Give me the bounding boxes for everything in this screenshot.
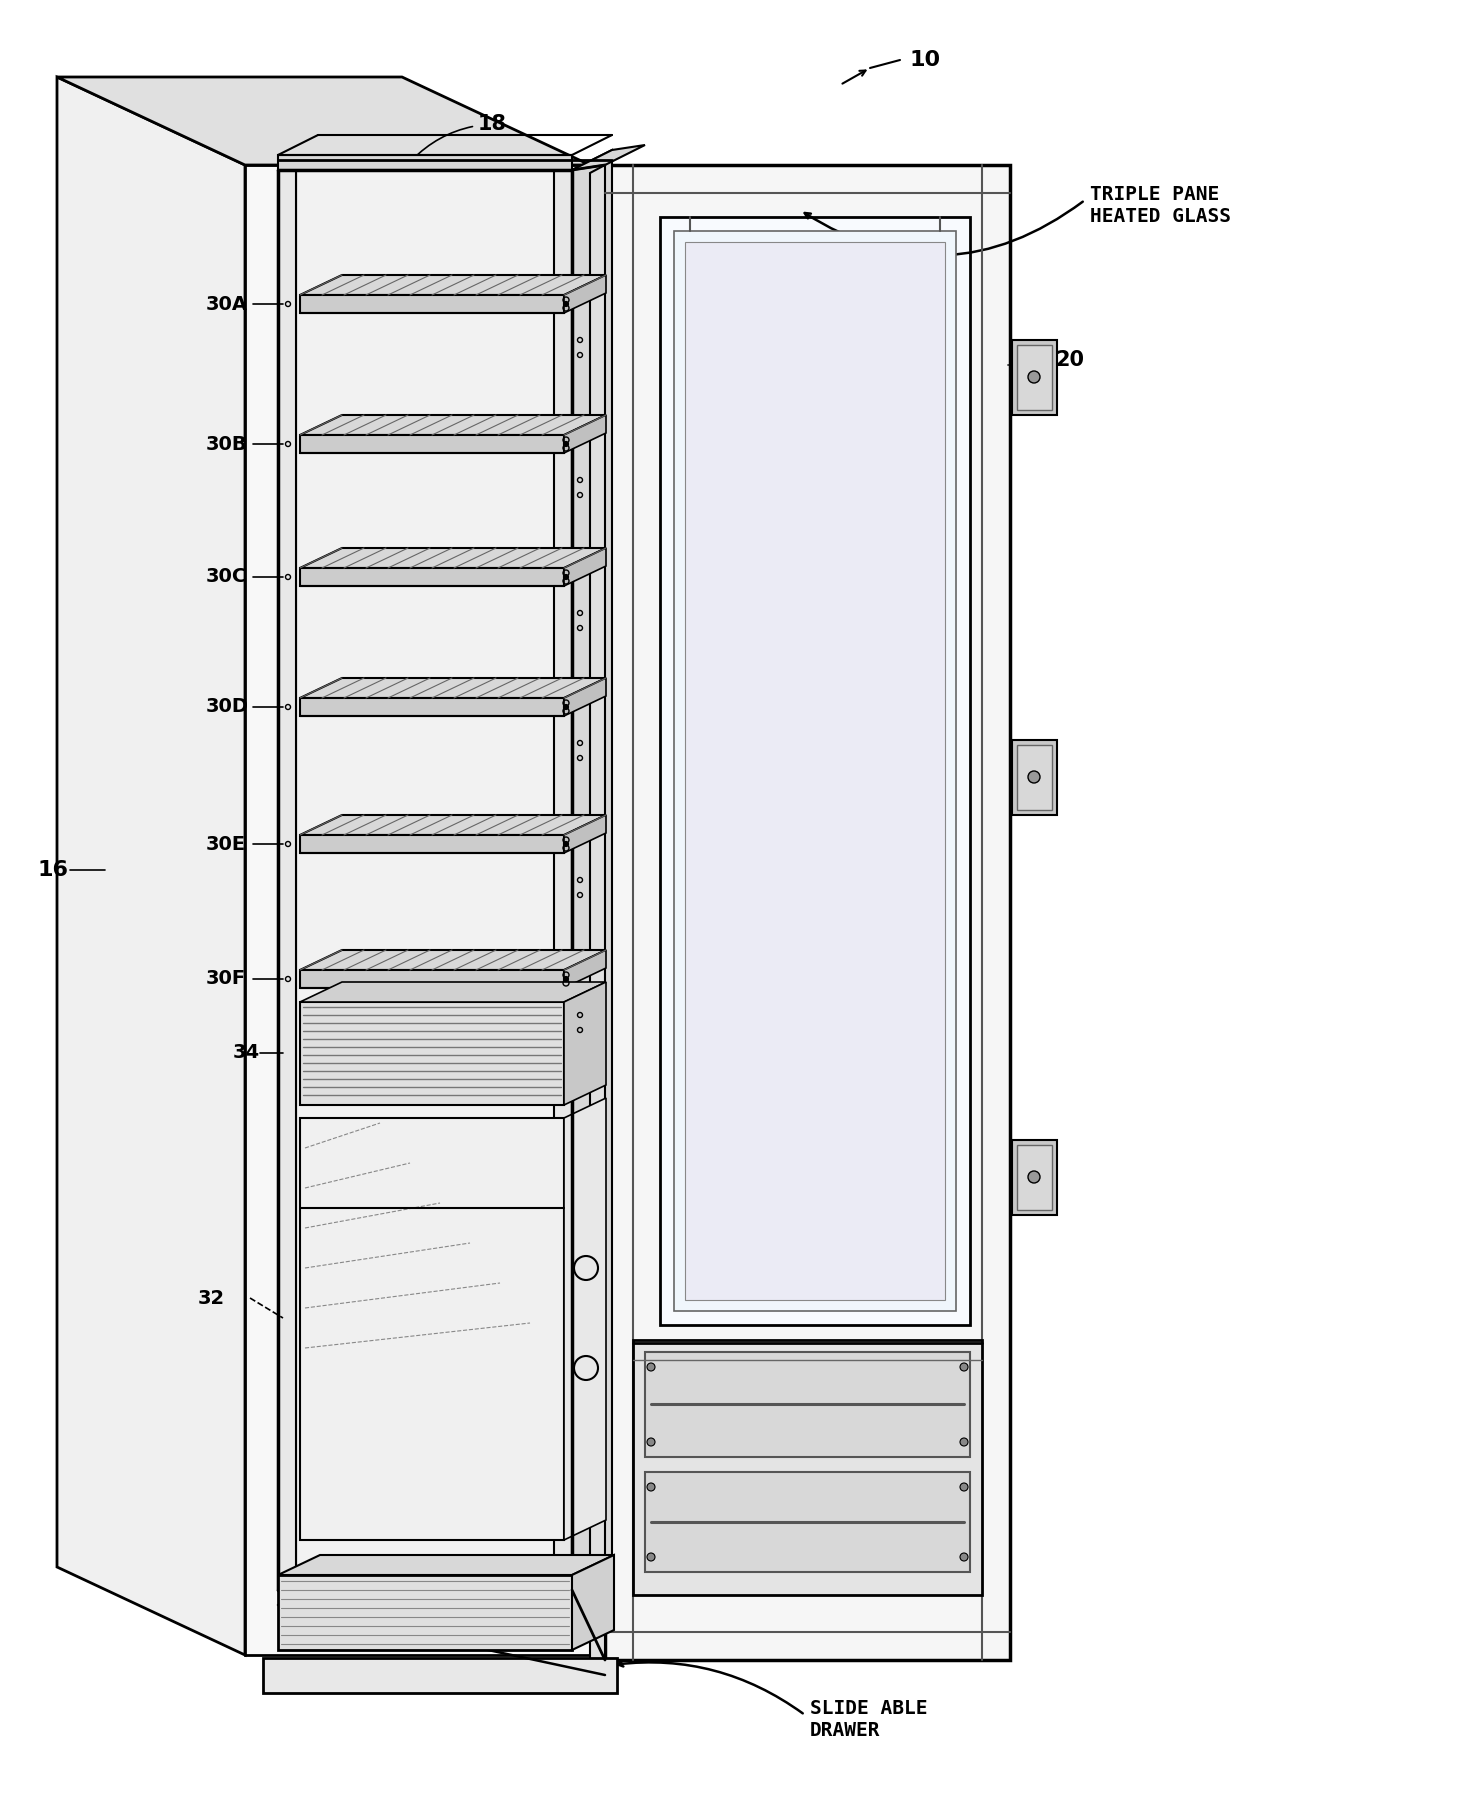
Circle shape (646, 1363, 655, 1371)
Polygon shape (58, 76, 246, 1655)
Circle shape (1028, 1171, 1040, 1184)
Text: 18: 18 (413, 114, 507, 160)
Circle shape (960, 1554, 967, 1561)
Polygon shape (605, 165, 1010, 1661)
Polygon shape (300, 698, 563, 716)
Polygon shape (300, 950, 342, 988)
Polygon shape (300, 567, 563, 586)
Polygon shape (590, 165, 605, 1668)
Polygon shape (300, 415, 342, 453)
Text: SLIDE ABLE
DRAWER: SLIDE ABLE DRAWER (810, 1699, 927, 1740)
Polygon shape (300, 435, 563, 453)
Polygon shape (300, 836, 563, 852)
Polygon shape (58, 76, 590, 165)
Polygon shape (300, 678, 606, 698)
Bar (645, 1352, 970, 1458)
Circle shape (563, 841, 568, 847)
Polygon shape (563, 816, 606, 852)
Polygon shape (300, 970, 563, 988)
Polygon shape (563, 983, 606, 1104)
Circle shape (960, 1483, 967, 1490)
Bar (263, 1659, 617, 1693)
Bar (1012, 1140, 1057, 1215)
Polygon shape (300, 296, 563, 314)
Text: 30D: 30D (206, 698, 248, 716)
Polygon shape (300, 548, 606, 567)
Text: 30F: 30F (206, 970, 246, 988)
Polygon shape (563, 950, 606, 988)
Polygon shape (555, 170, 572, 1590)
Bar (300, 1003, 563, 1104)
Circle shape (1028, 771, 1040, 783)
Circle shape (1028, 372, 1040, 383)
Polygon shape (278, 170, 296, 1590)
Text: 10: 10 (910, 51, 941, 71)
Circle shape (960, 1438, 967, 1447)
Bar (674, 230, 955, 1311)
Polygon shape (563, 1099, 606, 1539)
Circle shape (563, 301, 568, 306)
Polygon shape (563, 276, 606, 314)
Polygon shape (563, 548, 606, 586)
Polygon shape (300, 816, 606, 836)
Polygon shape (278, 1556, 614, 1575)
Text: 30C: 30C (206, 567, 247, 586)
Polygon shape (300, 983, 606, 1003)
Bar (296, 170, 555, 1590)
Text: 30A: 30A (206, 294, 248, 314)
Polygon shape (300, 950, 606, 970)
Text: 32: 32 (198, 1289, 225, 1307)
Polygon shape (300, 816, 342, 852)
Bar (633, 1340, 982, 1595)
Polygon shape (300, 276, 342, 314)
Circle shape (563, 575, 568, 580)
Polygon shape (563, 678, 606, 716)
Circle shape (646, 1483, 655, 1490)
Bar (1012, 740, 1057, 816)
Polygon shape (300, 415, 606, 435)
Circle shape (563, 705, 568, 709)
Text: 30B: 30B (206, 435, 247, 453)
Polygon shape (563, 415, 606, 453)
Polygon shape (246, 165, 590, 1655)
Polygon shape (300, 548, 342, 586)
Circle shape (563, 977, 568, 981)
Bar (1018, 745, 1052, 810)
Circle shape (960, 1363, 967, 1371)
Bar (1018, 1146, 1052, 1209)
Text: 20: 20 (1055, 350, 1084, 370)
Polygon shape (300, 276, 606, 296)
Bar (685, 241, 945, 1300)
Bar (300, 1119, 563, 1539)
Bar (1018, 344, 1052, 410)
Text: TRIPLE PANE
HEATED GLASS: TRIPLE PANE HEATED GLASS (1090, 185, 1231, 225)
Text: 34: 34 (234, 1044, 260, 1062)
Bar (278, 1575, 572, 1650)
Polygon shape (572, 1556, 614, 1650)
Polygon shape (300, 678, 342, 716)
Polygon shape (572, 150, 612, 1590)
Circle shape (563, 442, 568, 446)
Polygon shape (278, 154, 572, 170)
Bar (645, 1472, 970, 1572)
Circle shape (646, 1438, 655, 1447)
Text: 16: 16 (38, 859, 70, 879)
Bar (1012, 341, 1057, 415)
Bar (660, 218, 970, 1325)
Circle shape (646, 1554, 655, 1561)
Text: 30E: 30E (206, 834, 246, 854)
Polygon shape (572, 145, 645, 170)
